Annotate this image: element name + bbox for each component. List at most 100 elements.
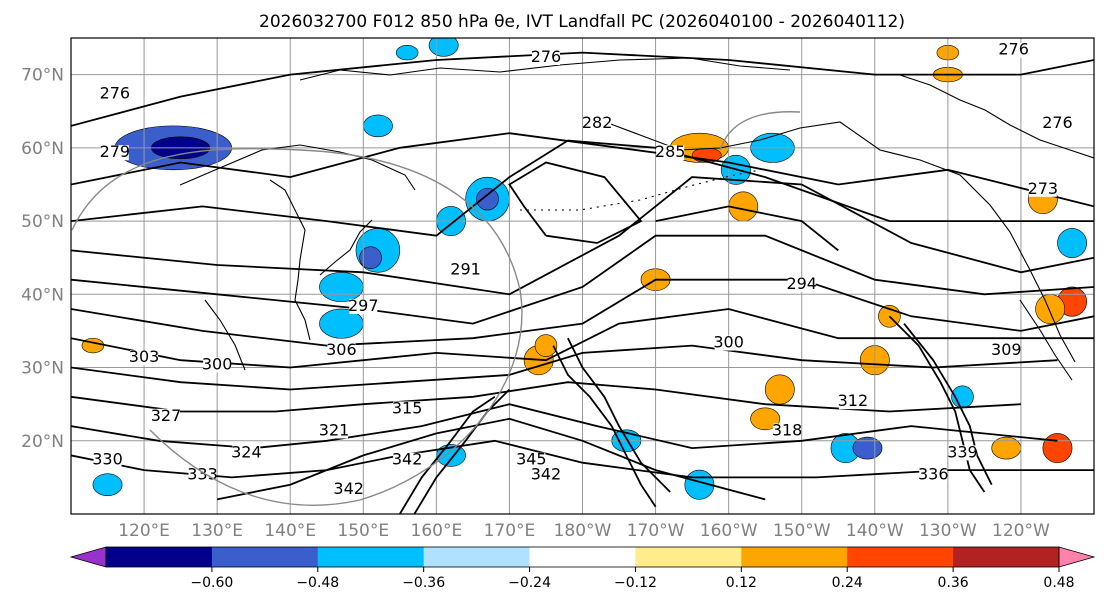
- ivt-pc-blob: [359, 246, 382, 269]
- contour-label: 300: [202, 355, 233, 374]
- longitude-label: 130°W: [919, 521, 977, 541]
- contour-label: 342: [392, 450, 423, 469]
- contour-label: 342: [531, 464, 562, 483]
- theta-e-contours: [71, 51, 1094, 514]
- contour-label: 303: [129, 347, 160, 366]
- colorbar-segment: [635, 547, 742, 567]
- contour-label-bg: [787, 276, 816, 292]
- theta-e-contour: [71, 344, 1058, 391]
- longitude-label: 120°E: [118, 521, 170, 541]
- contour-label-bg: [1043, 115, 1072, 131]
- contour-label-bg: [838, 394, 867, 410]
- latitude-labels: 70°N 60°N 50°N 40°N 30°N 20°N: [21, 66, 64, 452]
- theta-e-contour: [71, 381, 1021, 413]
- latitude-label: 70°N: [21, 66, 64, 86]
- contour-label-bg: [656, 145, 685, 161]
- colorbar-tick-label: −0.60: [190, 575, 233, 591]
- longitude-label: 160°W: [700, 521, 758, 541]
- contour-label-bg: [393, 452, 422, 468]
- chart-title: 2026032700 F012 850 hPa θe, IVT Landfall…: [259, 12, 905, 32]
- contour-label-bg: [393, 401, 422, 417]
- longitude-label: 120°W: [992, 521, 1050, 541]
- contour-label: 300: [713, 333, 744, 352]
- colorbar-tick-label: −0.24: [508, 575, 551, 591]
- ivt-pc-blob: [750, 407, 781, 431]
- contour-label-bg: [188, 467, 217, 483]
- colorbar-tick-label: −0.12: [614, 575, 657, 591]
- contour-label: 342: [333, 479, 364, 498]
- ivt-pc-blob: [764, 374, 795, 405]
- theta-e-contour: [903, 323, 993, 486]
- longitude-label: 140°E: [264, 521, 316, 541]
- contour-label: 297: [348, 296, 379, 315]
- colorbar-tick-label: −0.48: [296, 575, 339, 591]
- colorbar-extend-low: [69, 546, 107, 568]
- theta-e-contour: [71, 234, 1094, 325]
- longitude-label: 170°E: [484, 521, 536, 541]
- contour-label-bg: [130, 350, 159, 366]
- latitude-label: 20°N: [21, 432, 64, 452]
- map-frame: [70, 37, 1095, 515]
- contour-label-bg: [773, 423, 802, 439]
- contour-label-bg: [320, 423, 349, 439]
- map-panel: 276 276 276 276 279 273 282 285 291 294 297 300 300 3…: [70, 37, 1095, 515]
- colorbar-tick-label: 0.36: [938, 575, 969, 591]
- theta-e-contour: [71, 176, 1094, 296]
- contour-label-bg: [451, 262, 480, 278]
- theta-e-contour: [71, 403, 1058, 450]
- contour-label: 273: [1028, 179, 1059, 198]
- latitude-label: 60°N: [21, 139, 64, 159]
- contour-label: 339: [947, 442, 978, 461]
- contour-label-bg: [349, 298, 378, 314]
- contour-label: 306: [326, 340, 357, 359]
- contour-label-bg: [948, 445, 977, 461]
- contour-label-bg: [334, 482, 363, 498]
- colorbar-segment: [423, 547, 531, 567]
- ivt-pc-blob: [362, 114, 393, 138]
- contour-label-bg: [919, 467, 948, 483]
- contour-label-bg: [100, 145, 129, 161]
- contour-label-bg: [999, 42, 1028, 58]
- contour-labels: 276 276 276 276 279 273 282 285 291 294 297 300 300 3…: [92, 40, 1072, 498]
- longitude-labels: 120°E 130°E 140°E 150°E 160°E 170°E 180°W 170°W…: [118, 521, 1050, 541]
- ivt-pc-blob: [1042, 433, 1073, 464]
- contour-label-bg: [531, 49, 560, 65]
- longitude-label: 150°E: [337, 521, 389, 541]
- contour-label-bg: [203, 357, 232, 373]
- contour-label: 291: [450, 259, 481, 278]
- colorbar-segment: [953, 547, 1060, 567]
- colorbar-tick-label: −0.36: [402, 575, 445, 591]
- theta-e-contour: [413, 388, 511, 514]
- ivt-pc-blob: [534, 334, 558, 357]
- colorbar-segment: [529, 547, 636, 567]
- contour-label: 279: [100, 142, 131, 161]
- ivt-pc-blob: [395, 45, 419, 61]
- colorbar-segment: [317, 547, 425, 567]
- contour-label: 276: [1042, 113, 1073, 132]
- theta-e-contour: [71, 278, 1094, 347]
- longitude-label: 150°W: [773, 521, 831, 541]
- latitude-label: 30°N: [21, 359, 64, 379]
- contour-label-bg: [327, 342, 356, 358]
- theta-e-contour: [71, 132, 1094, 208]
- theta-e-contour: [508, 161, 643, 244]
- longitude-label: 160°E: [411, 521, 463, 541]
- range-ring-east: [719, 111, 801, 151]
- contour-label: 285: [655, 142, 686, 161]
- contour-label-bg: [232, 445, 261, 461]
- gridlines: [71, 38, 1094, 514]
- theta-e-contour: [655, 205, 839, 252]
- contour-label: 309: [991, 340, 1022, 359]
- contour-label-bg: [100, 86, 129, 102]
- ivt-pc-blob: [1057, 228, 1087, 258]
- contour-label: 276: [998, 40, 1029, 59]
- colorbar-tick-label: 0.24: [832, 575, 863, 591]
- colorbar-extend-high: [1058, 546, 1096, 568]
- colorbar-tick-label: 0.12: [726, 575, 757, 591]
- range-ring-west: [71, 147, 523, 506]
- ivt-pc-blob: [1035, 294, 1066, 324]
- contour-label: 345: [516, 450, 547, 469]
- latitude-label: 40°N: [21, 285, 64, 305]
- contour-label: 327: [151, 406, 182, 425]
- colorbar-tick-label: 0.48: [1043, 575, 1074, 591]
